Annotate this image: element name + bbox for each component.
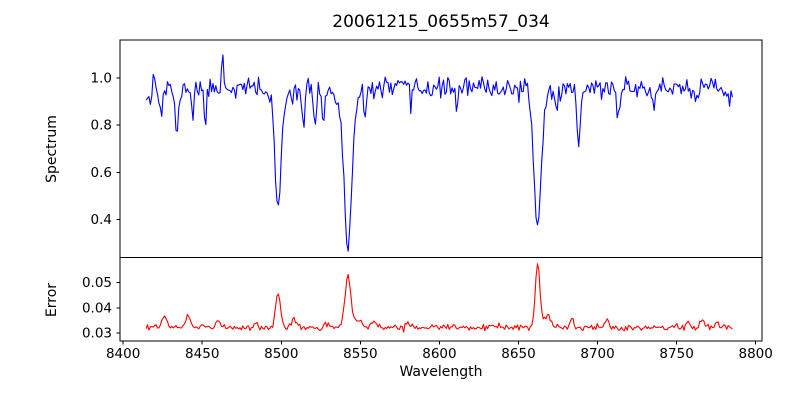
spectrum-y-tick-label: 1.0	[91, 71, 112, 87]
error-y-tick-label: 0.03	[82, 325, 112, 341]
spectrum-y-tick-label: 0.6	[91, 165, 112, 181]
x-tick-label: 8500	[264, 346, 298, 362]
x-tick-label: 8450	[185, 346, 219, 362]
x-tick-label: 8600	[422, 346, 456, 362]
x-axis-label: Wavelength	[399, 364, 483, 380]
x-tick-label: 8800	[738, 346, 772, 362]
spectrum-panel-frame	[119, 39, 763, 258]
x-tick-label: 8400	[106, 346, 140, 362]
spectrum-y-tick-label: 0.8	[91, 118, 112, 134]
x-tick-label: 8650	[501, 346, 535, 362]
spectrum-y-tick-label: 0.4	[91, 212, 112, 228]
error-series-line	[145, 263, 733, 333]
error-y-tick-label: 0.04	[82, 300, 112, 316]
x-tick-label: 8550	[343, 346, 377, 362]
spectrum-series-line	[145, 54, 733, 252]
error-y-tick-label: 0.05	[82, 275, 112, 291]
x-tick-label: 8700	[580, 346, 614, 362]
error-panel-frame	[119, 257, 763, 342]
chart-title: 20061215_0655m57_034	[332, 12, 550, 32]
x-tick-label: 8750	[659, 346, 693, 362]
